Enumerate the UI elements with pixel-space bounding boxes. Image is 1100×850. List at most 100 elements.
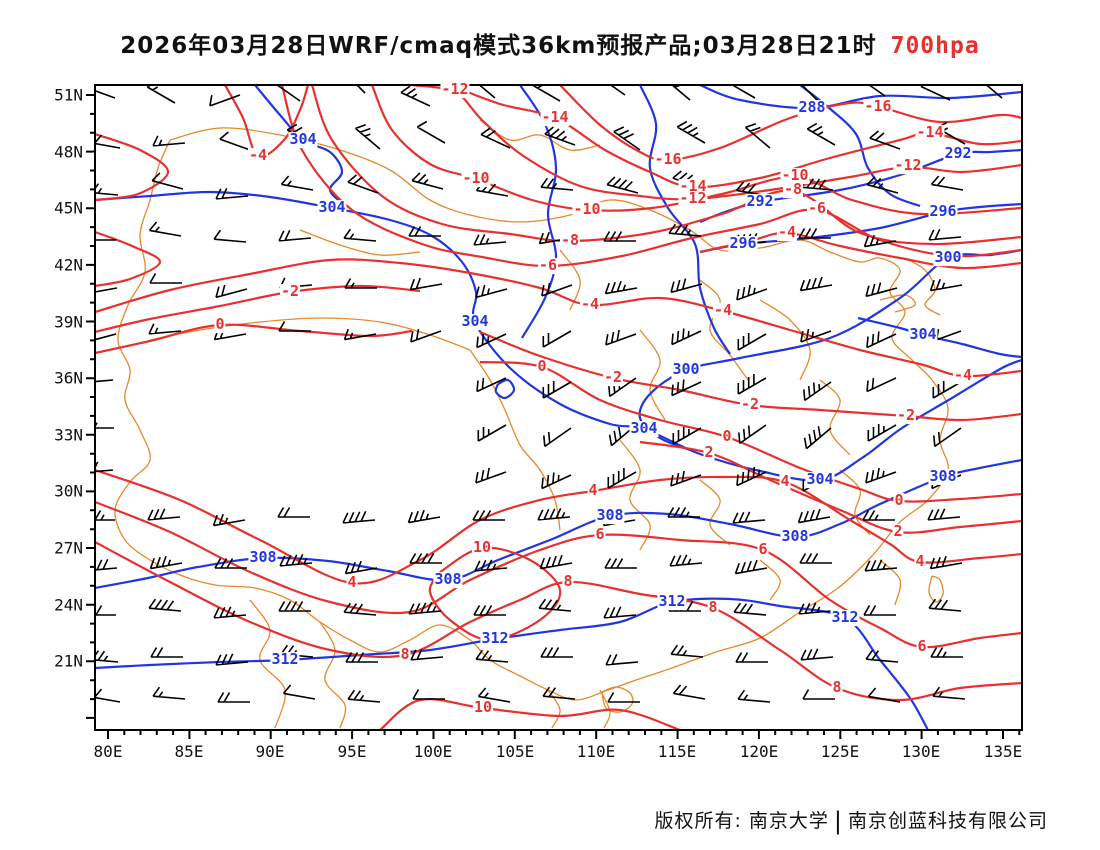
contour-label: -16 — [653, 150, 683, 169]
lon-tick-label: 90E — [255, 742, 285, 761]
contour-label: -14 — [678, 177, 708, 196]
boundary-line — [699, 279, 749, 381]
temperature-contour — [559, 85, 1022, 162]
contour-label: 8 — [831, 678, 843, 697]
contour-label: -2 — [602, 368, 624, 387]
contour-label: 300 — [671, 360, 701, 379]
lat-tick-label: 36N — [54, 368, 83, 388]
lat-tick-label: 30N — [54, 481, 83, 501]
contour-label: 292 — [943, 144, 973, 163]
contour-label: 312 — [270, 650, 300, 669]
contour-label: -10 — [780, 166, 810, 185]
lat-tick-label: 45N — [54, 198, 83, 218]
boundary-line — [619, 439, 651, 551]
footer-copyright: 版权所有: 南京大学 — [654, 810, 829, 832]
boundary-line — [928, 575, 944, 603]
height-contour — [95, 597, 929, 730]
contour-label: 308 — [595, 506, 625, 525]
lon-tick-label: 85E — [174, 742, 204, 761]
contour-label: 0 — [893, 491, 905, 510]
boundary-line — [559, 249, 581, 311]
contour-label: -14 — [540, 108, 570, 127]
footer-company: 南京创蓝科技有限公司 — [847, 810, 1048, 832]
lon-tick-label: 95E — [337, 742, 367, 761]
lat-tick-label: 42N — [54, 255, 83, 275]
contour-label: 0 — [536, 357, 548, 376]
contour-label: 8 — [707, 598, 719, 617]
contour-label: -12 — [893, 156, 923, 175]
contour-label: 4 — [914, 552, 926, 571]
contour-label: -8 — [559, 231, 581, 250]
boundary-line — [114, 127, 949, 701]
temperature-contour — [280, 85, 1022, 268]
contour-label: -12 — [440, 80, 470, 99]
height-contour — [95, 190, 1022, 482]
contour-label: -2 — [739, 395, 761, 414]
contour-label: -4 — [712, 301, 734, 320]
pressure-level-label: 700hpa — [890, 33, 980, 59]
lon-tick-label: 130E — [901, 742, 941, 761]
boundary-line — [699, 479, 731, 546]
lat-tick-label: 51N — [54, 85, 83, 105]
contour-label: 10 — [472, 698, 494, 717]
boundary-line — [759, 299, 811, 381]
contour-label: 4 — [587, 481, 599, 500]
lon-tick-label: 100E — [413, 742, 453, 761]
contour-label: 10 — [471, 538, 493, 557]
contour-label: 0 — [721, 427, 733, 446]
contour-label: 308 — [780, 527, 810, 546]
boundary-line — [479, 119, 601, 151]
contour-label: 304 — [629, 419, 659, 438]
height-contour — [494, 378, 516, 400]
boundary-line — [879, 559, 902, 606]
contour-label: 308 — [248, 548, 278, 567]
contour-label: 4 — [346, 573, 358, 592]
wind-barbs — [95, 85, 1003, 703]
contour-label: 2 — [703, 443, 715, 462]
height-contour — [699, 85, 1022, 110]
contour-label: -14 — [915, 123, 945, 142]
contour-label: -4 — [247, 146, 269, 165]
contour-label: 312 — [657, 592, 687, 611]
temperature-contour — [428, 546, 562, 642]
lon-tick-label: 125E — [820, 742, 860, 761]
contour-label: -4 — [952, 366, 974, 385]
boundary-line — [879, 294, 916, 313]
lon-tick-label: 105E — [495, 742, 535, 761]
temperature-contour — [379, 698, 681, 730]
boundary-line — [839, 469, 871, 536]
contour-label: -4 — [776, 223, 798, 242]
contour-label: 6 — [594, 525, 606, 544]
contour-label: -2 — [279, 282, 301, 301]
lon-tick-label: 80E — [93, 742, 123, 761]
boundary-line — [759, 559, 781, 601]
temperature-contour — [95, 258, 1022, 378]
title-text: 2026年03月28日WRF/cmaq模式36km预报产品;03月28日21时 — [120, 33, 877, 59]
contour-label: 0 — [214, 315, 226, 334]
contour-label: -4 — [579, 295, 601, 314]
temperature-contour — [95, 230, 162, 288]
contour-label: -10 — [461, 169, 491, 188]
temperature-contour — [95, 323, 413, 355]
page-title: 2026年03月28日WRF/cmaq模式36km预报产品;03月28日21时 7… — [0, 26, 1100, 60]
boundary-line — [639, 329, 666, 421]
temperature-contour — [95, 132, 170, 202]
contour-label: 304 — [288, 130, 318, 149]
axis-ticks — [86, 94, 1021, 739]
map-footer: 版权所有: 南京大学 | 南京创蓝科技有限公司 — [654, 806, 1048, 835]
lon-tick-label: 110E — [576, 742, 616, 761]
lon-tick-label: 120E — [739, 742, 779, 761]
boundary-line — [599, 689, 611, 729]
boundary-line — [299, 229, 421, 256]
lat-tick-label: 39N — [54, 312, 83, 332]
lat-tick-label: 24N — [54, 595, 83, 615]
contour-label: 300 — [933, 248, 963, 267]
contour-layer — [95, 85, 1022, 730]
contour-label: 288 — [797, 98, 827, 117]
contour-label: 2 — [892, 522, 904, 541]
contour-label: 304 — [908, 325, 938, 344]
temperature-contour — [370, 85, 1022, 216]
height-contour — [857, 316, 1022, 359]
contour-label: 304 — [805, 470, 835, 489]
